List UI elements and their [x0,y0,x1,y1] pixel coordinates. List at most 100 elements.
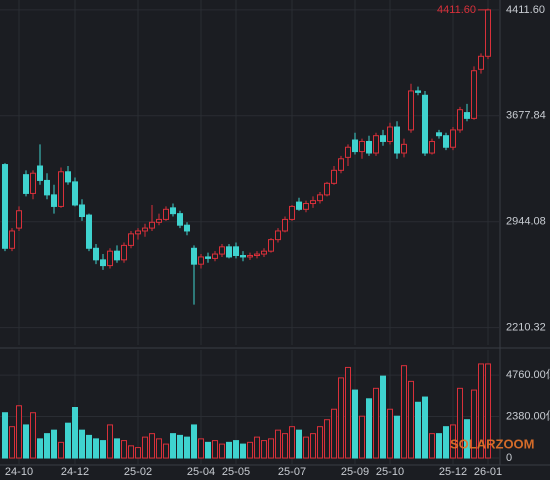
volume-bar [23,424,29,459]
x-tick-label: 24-12 [61,466,89,478]
candle-body [226,246,232,258]
x-tick-label: 24-10 [5,466,33,478]
candle-body [450,129,456,148]
candle-body [408,90,414,131]
candle-body [107,250,113,267]
y-tick-label: 3677.84 [506,110,546,122]
candle-body [79,204,85,218]
candle-body [387,126,393,142]
x-tick-label: 25-12 [439,466,467,478]
volume-bar [443,426,449,459]
candle-body [282,218,288,232]
volume-bar [317,426,323,459]
candle-body [9,230,15,249]
volume-bar [324,419,330,459]
volume-bar [233,440,239,459]
volume-bar [58,441,64,459]
volume-bar [471,389,477,459]
volume-bar [142,436,148,459]
candle-body [135,230,141,235]
candle-body [254,253,260,257]
volume-bar [366,398,372,459]
volume-bar [163,443,169,459]
volume-bar [289,426,295,459]
candle-body [100,259,106,267]
volume-bar [72,407,78,459]
volume-bar [485,363,491,459]
candle-body [240,255,246,258]
volume-bar [359,415,365,459]
candle-body [177,213,183,226]
candle-body [415,90,421,93]
candle-body [359,140,365,153]
volume-bar [275,429,281,459]
volume-bar [464,419,470,459]
x-tick-label: 25-07 [278,466,306,478]
candle-body [422,94,428,154]
volume-bar [205,441,211,459]
candle-body [478,55,484,70]
candle-body [247,255,253,258]
candle-body [128,233,134,246]
volume-bar [282,433,288,459]
volume-bar [380,375,386,459]
volume-bar [478,363,484,459]
candle-body [443,135,449,148]
volume-tick-label: 0 [506,452,512,464]
candle-body [380,135,386,142]
candle-body [149,221,155,229]
candle-body [205,256,211,259]
candle-body [2,164,8,249]
candle-body [170,207,176,215]
candle-body [457,109,463,131]
candle-body [366,140,372,154]
candle-body [471,70,477,119]
x-tick-label: 25-04 [187,466,215,478]
volume-bar [254,436,260,459]
volume-bar [422,396,428,459]
volume-bar [79,429,85,459]
x-tick-label: 25-02 [124,466,152,478]
candle-body [261,250,267,255]
x-tick-label: 26-01 [474,466,502,478]
candle-body [65,171,71,183]
candle-body [219,246,225,255]
volume-bar [303,436,309,459]
candle-body [51,194,57,207]
candle-body [331,169,337,184]
candle-body [233,246,239,257]
volume-bar [128,445,134,459]
volume-bar [149,433,155,459]
candle-body [58,171,64,207]
volume-bar [184,436,190,459]
candle-body [37,165,43,181]
candle-body [142,227,148,232]
candle-body [72,181,78,206]
volume-bar [198,438,204,459]
volume-bar [86,434,92,459]
candle-body [16,210,22,229]
candle-body [310,200,316,205]
candle-body [198,256,204,265]
candle-body [289,205,295,220]
candle-body [436,132,442,137]
volume-bar [373,387,379,459]
candle-body [268,239,274,252]
volume-bar [65,422,71,459]
volume-bar [247,441,253,459]
candle-body [30,172,36,194]
volume-bar [415,401,421,459]
volume-bar [345,366,351,459]
candle-body [296,201,302,210]
volume-bar [401,365,407,459]
candle-body [44,179,50,196]
price-marker-label: 4411.60 [437,4,476,16]
volume-bar [37,438,43,459]
candle-body [464,112,470,119]
candle-body [212,253,218,259]
candle-body [345,146,351,158]
volume-bar [156,438,162,459]
candle-body [191,247,197,265]
volume-bar [310,433,316,459]
volume-bar [352,389,358,459]
